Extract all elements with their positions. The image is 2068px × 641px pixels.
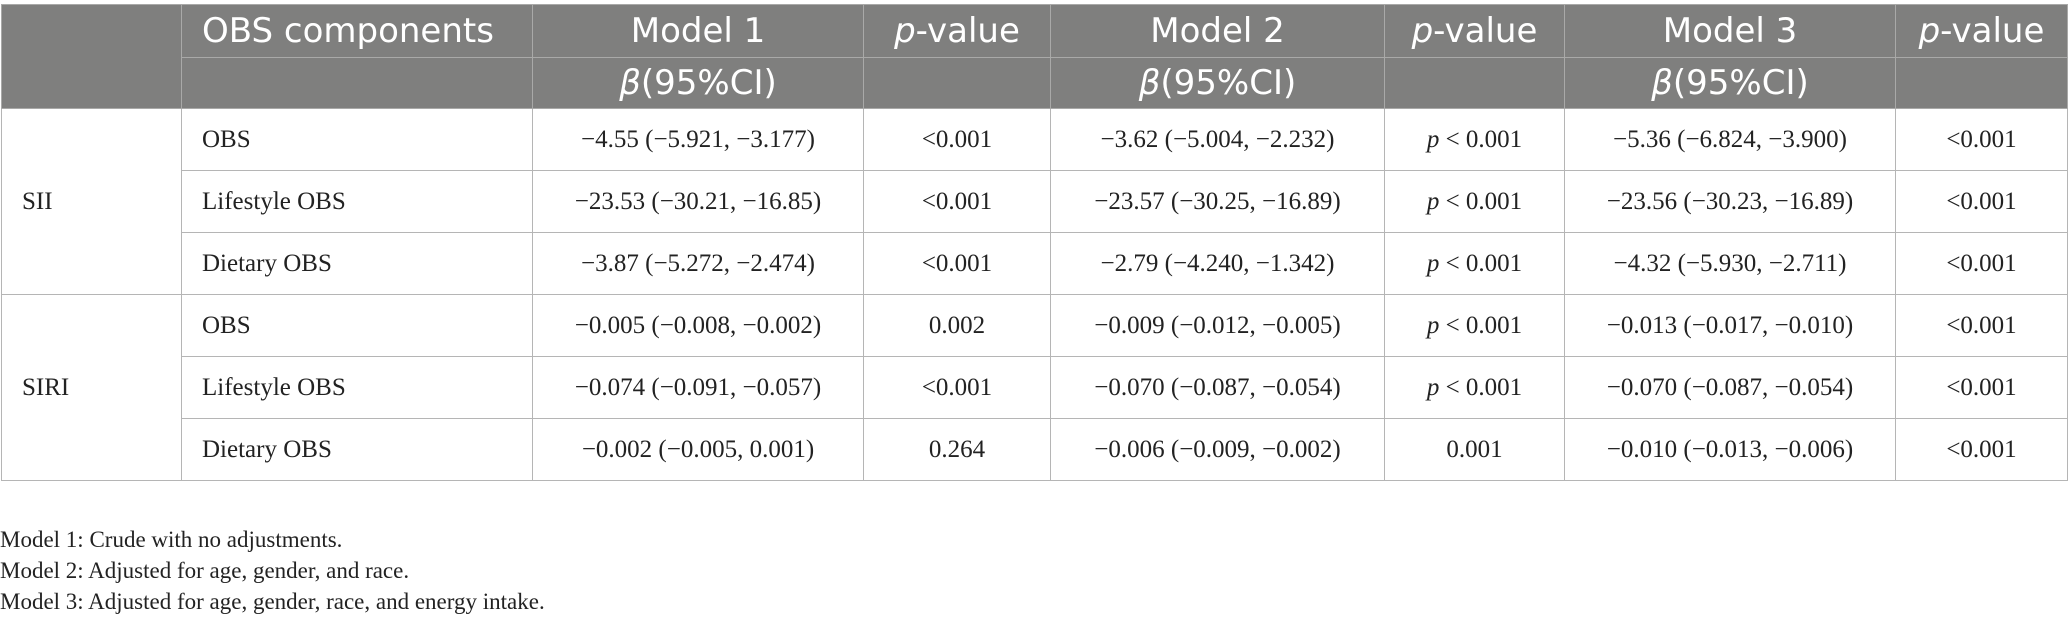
p-subheader-2 xyxy=(1384,57,1565,109)
component-cell: OBS xyxy=(181,108,533,171)
table-row: SII OBS −4.55 (−5.921, −3.177) <0.001 −3.62 … xyxy=(1,108,2068,295)
model1-p-cell: <0.001 xyxy=(863,232,1051,295)
model2-header: Model 2 xyxy=(1050,4,1385,58)
beta-ci-header-3: β(95%CI) xyxy=(1564,57,1896,109)
model2-p-cell: p < 0.001 xyxy=(1384,294,1565,357)
component-cell: OBS xyxy=(181,294,533,357)
model3-beta-cell: −5.36 (−6.824, −3.900) xyxy=(1564,108,1896,171)
model1-beta-cell: −0.005 (−0.008, −0.002) xyxy=(532,294,864,357)
components-header: OBS components xyxy=(181,4,533,58)
model1-beta-cell: −23.53 (−30.21, −16.85) xyxy=(532,170,864,233)
model3-p-cell: <0.001 xyxy=(1895,232,2068,295)
note-model3: Model 3: Adjusted for age, gender, race,… xyxy=(0,589,545,614)
model3-header: Model 3 xyxy=(1564,4,1896,58)
model1-header: Model 1 xyxy=(532,4,864,58)
note-model1: Model 1: Crude with no adjustments. xyxy=(0,527,343,552)
model2-beta-cell: −0.006 (−0.009, −0.002) xyxy=(1050,418,1385,481)
model1-p-cell: <0.001 xyxy=(863,108,1051,171)
model2-p-cell: p < 0.001 xyxy=(1384,232,1565,295)
component-cell: Lifestyle OBS xyxy=(181,170,533,233)
model1-p-cell: <0.001 xyxy=(863,170,1051,233)
model2-beta-cell: −0.070 (−0.087, −0.054) xyxy=(1050,356,1385,419)
model1-p-cell: 0.002 xyxy=(863,294,1051,357)
beta-ci-header-2: β(95%CI) xyxy=(1050,57,1385,109)
component-cell: Lifestyle OBS xyxy=(181,356,533,419)
model2-beta-cell: −23.57 (−30.25, −16.89) xyxy=(1050,170,1385,233)
model2-p-cell: p < 0.001 xyxy=(1384,170,1565,233)
table-row: SIRI OBS −0.005 (−0.008, −0.002) 0.002 −0.00… xyxy=(1,294,2068,481)
model3-beta-cell: −23.56 (−30.23, −16.89) xyxy=(1564,170,1896,233)
model3-p-cell: <0.001 xyxy=(1895,418,2068,481)
table-row: Dietary OBS −0.002 (−0.005, 0.001) 0.264 −0… xyxy=(2,418,2068,481)
model3-p-cell: <0.001 xyxy=(1895,170,2068,233)
model3-beta-cell: −0.013 (−0.017, −0.010) xyxy=(1564,294,1896,357)
model1-p-cell: 0.264 xyxy=(863,418,1051,481)
p-subheader-1 xyxy=(863,57,1051,109)
model3-p-cell: <0.001 xyxy=(1895,356,2068,419)
model1-beta-cell: −4.55 (−5.921, −3.177) xyxy=(532,108,864,171)
model1-beta-cell: −0.002 (−0.005, 0.001) xyxy=(532,418,864,481)
model2-beta-cell: −0.009 (−0.012, −0.005) xyxy=(1050,294,1385,357)
component-cell: Dietary OBS xyxy=(181,418,533,481)
note-model2: Model 2: Adjusted for age, gender, and r… xyxy=(0,558,410,583)
model2-beta-cell: −3.62 (−5.004, −2.232) xyxy=(1050,108,1385,171)
model3-p-cell: <0.001 xyxy=(1895,294,2068,357)
p-value-header-2: p-value xyxy=(1384,4,1565,58)
component-cell: Dietary OBS xyxy=(181,232,533,295)
beta-ci-header-1: β(95%CI) xyxy=(532,57,864,109)
model3-beta-cell: −0.010 (−0.013, −0.006) xyxy=(1564,418,1896,481)
model3-p-cell: <0.001 xyxy=(1895,108,2068,171)
model2-p-cell: p < 0.001 xyxy=(1384,108,1565,171)
p-subheader-3 xyxy=(1895,57,2068,109)
p-value-header-3: p-value xyxy=(1895,4,2068,58)
model3-beta-cell: −4.32 (−5.930, −2.711) xyxy=(1564,232,1896,295)
components-subheader xyxy=(181,57,533,109)
model1-p-cell: <0.001 xyxy=(863,356,1051,419)
group-label: SIRI xyxy=(1,294,182,481)
header-row-1: OBS components Model 1 p-value Model 2 p… xyxy=(1,4,2068,109)
model2-beta-cell: −2.79 (−4.240, −1.342) xyxy=(1050,232,1385,295)
model1-beta-cell: −0.074 (−0.091, −0.057) xyxy=(532,356,864,419)
results-table: OBS components Model 1 p-value Model 2 p… xyxy=(1,4,2068,481)
p-value-header-1: p-value xyxy=(863,4,1051,58)
model1-beta-cell: −3.87 (−5.272, −2.474) xyxy=(532,232,864,295)
table-row: Lifestyle OBS −23.53 (−30.21, −16.85) <0.0… xyxy=(2,170,2068,233)
table-body: SII OBS −4.55 (−5.921, −3.177) <0.001 −3.62 … xyxy=(1,108,2068,481)
table-row: Dietary OBS −3.87 (−5.272, −2.474) <0.001−… xyxy=(2,232,2068,295)
header-row-2: β(95%CI) β(95%CI) β(95%CI) xyxy=(2,57,2068,109)
model2-p-cell: 0.001 xyxy=(1384,418,1565,481)
model3-beta-cell: −0.070 (−0.087, −0.054) xyxy=(1564,356,1896,419)
group-header-cell xyxy=(1,4,182,109)
group-label: SII xyxy=(1,108,182,295)
model2-p-cell: p < 0.001 xyxy=(1384,356,1565,419)
table-row: Lifestyle OBS −0.074 (−0.091, −0.057) <0.0… xyxy=(2,356,2068,419)
table-notes: Model 1: Crude with no adjustments. Mode… xyxy=(0,524,545,617)
